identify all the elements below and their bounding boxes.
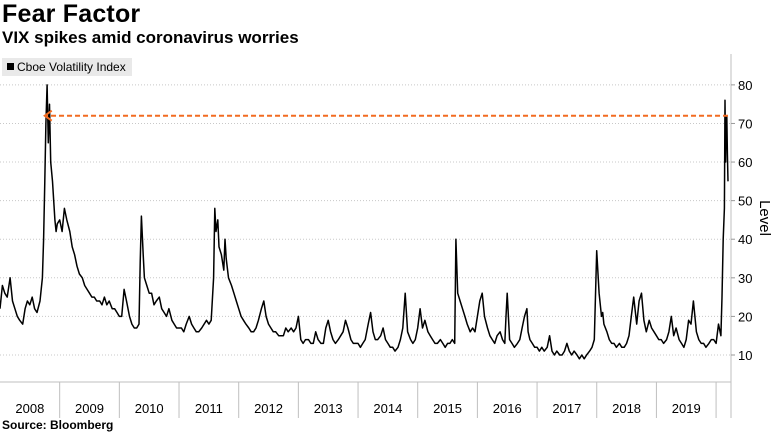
annotation-arrow (43, 109, 729, 122)
chart-title: Fear Factor (2, 0, 141, 28)
x-tick-label-2018: 2018 (612, 401, 641, 416)
x-tick-label-2009: 2009 (75, 401, 104, 416)
legend: Cboe Volatility Index (2, 58, 132, 76)
x-tick-label-2012: 2012 (254, 401, 283, 416)
x-tick-label-2010: 2010 (135, 401, 164, 416)
x-tick-label-2014: 2014 (373, 401, 402, 416)
x-tick-label-2019: 2019 (672, 401, 701, 416)
x-axis-ticks: 2008 2009 2010 2011 2012 2013 2014 2015 2016 2017… (15, 401, 700, 416)
x-tick-label-2017: 2017 (552, 401, 581, 416)
legend-label-vix: Cboe Volatility Index (17, 60, 126, 74)
legend-box (2, 58, 132, 76)
y-tick-label: 60 (738, 155, 752, 170)
y-tick-label: 50 (738, 194, 752, 209)
y-tick-label: 20 (738, 309, 752, 324)
source-note: Source: Bloomberg (2, 418, 114, 432)
year-separators (59, 382, 717, 418)
x-tick-label-2008: 2008 (15, 401, 44, 416)
annotation-arrowhead (43, 109, 53, 122)
vix-line-chart: 10 20 30 40 50 60 70 80 2008 2009 2010 2011 2012 201… (0, 54, 773, 418)
y-axis-ticks: 10 20 30 40 50 60 70 80 (731, 78, 752, 363)
x-tick-label-2013: 2013 (314, 401, 343, 416)
x-tick-label-2015: 2015 (433, 401, 462, 416)
x-tick-label-2016: 2016 (493, 401, 522, 416)
y-tick-label: 80 (738, 78, 752, 93)
grid-layer (0, 84, 731, 356)
y-tick-label: 40 (738, 232, 752, 247)
series-line-vix (0, 84, 729, 360)
x-tick-label-2011: 2011 (195, 401, 223, 416)
y-tick-label: 70 (738, 116, 752, 131)
y-tick-label: 30 (738, 271, 752, 286)
y-axis-title: Level (756, 200, 773, 236)
legend-swatch (7, 63, 14, 70)
chart-subtitle: VIX spikes amid coronavirus worries (2, 28, 299, 47)
y-tick-label: 10 (738, 348, 752, 363)
